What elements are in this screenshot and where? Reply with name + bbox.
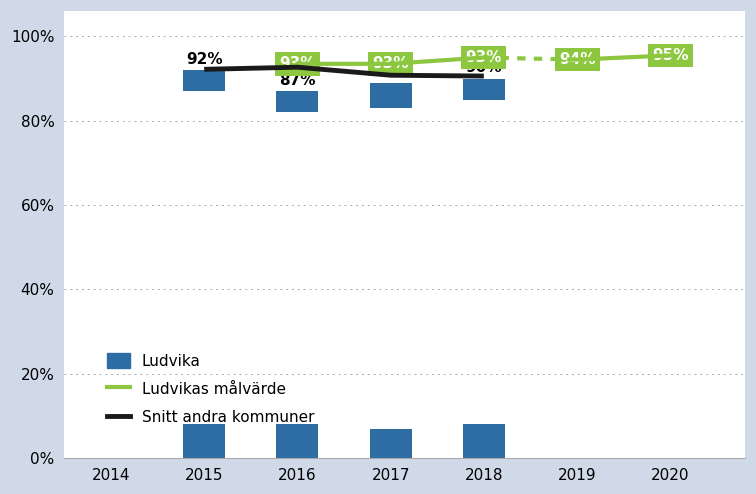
Text: 87%: 87% (279, 73, 316, 88)
Text: 90%: 90% (466, 60, 502, 75)
Text: 92%: 92% (186, 52, 222, 67)
Text: 93%: 93% (279, 56, 316, 71)
Bar (463, 424, 505, 458)
Bar (277, 424, 318, 458)
Text: 94%: 94% (559, 52, 595, 67)
Text: 95%: 95% (652, 48, 689, 63)
Bar (370, 83, 411, 108)
Bar (370, 429, 411, 458)
Bar (463, 79, 505, 100)
Text: 89%: 89% (373, 64, 409, 80)
Text: 93%: 93% (373, 56, 409, 71)
Text: 93%: 93% (466, 50, 502, 65)
Legend: Ludvika, Ludvikas målvärde, Snitt andra kommuner: Ludvika, Ludvikas målvärde, Snitt andra … (99, 345, 322, 433)
Bar (277, 91, 318, 112)
Bar (183, 70, 225, 91)
Bar (183, 424, 225, 458)
